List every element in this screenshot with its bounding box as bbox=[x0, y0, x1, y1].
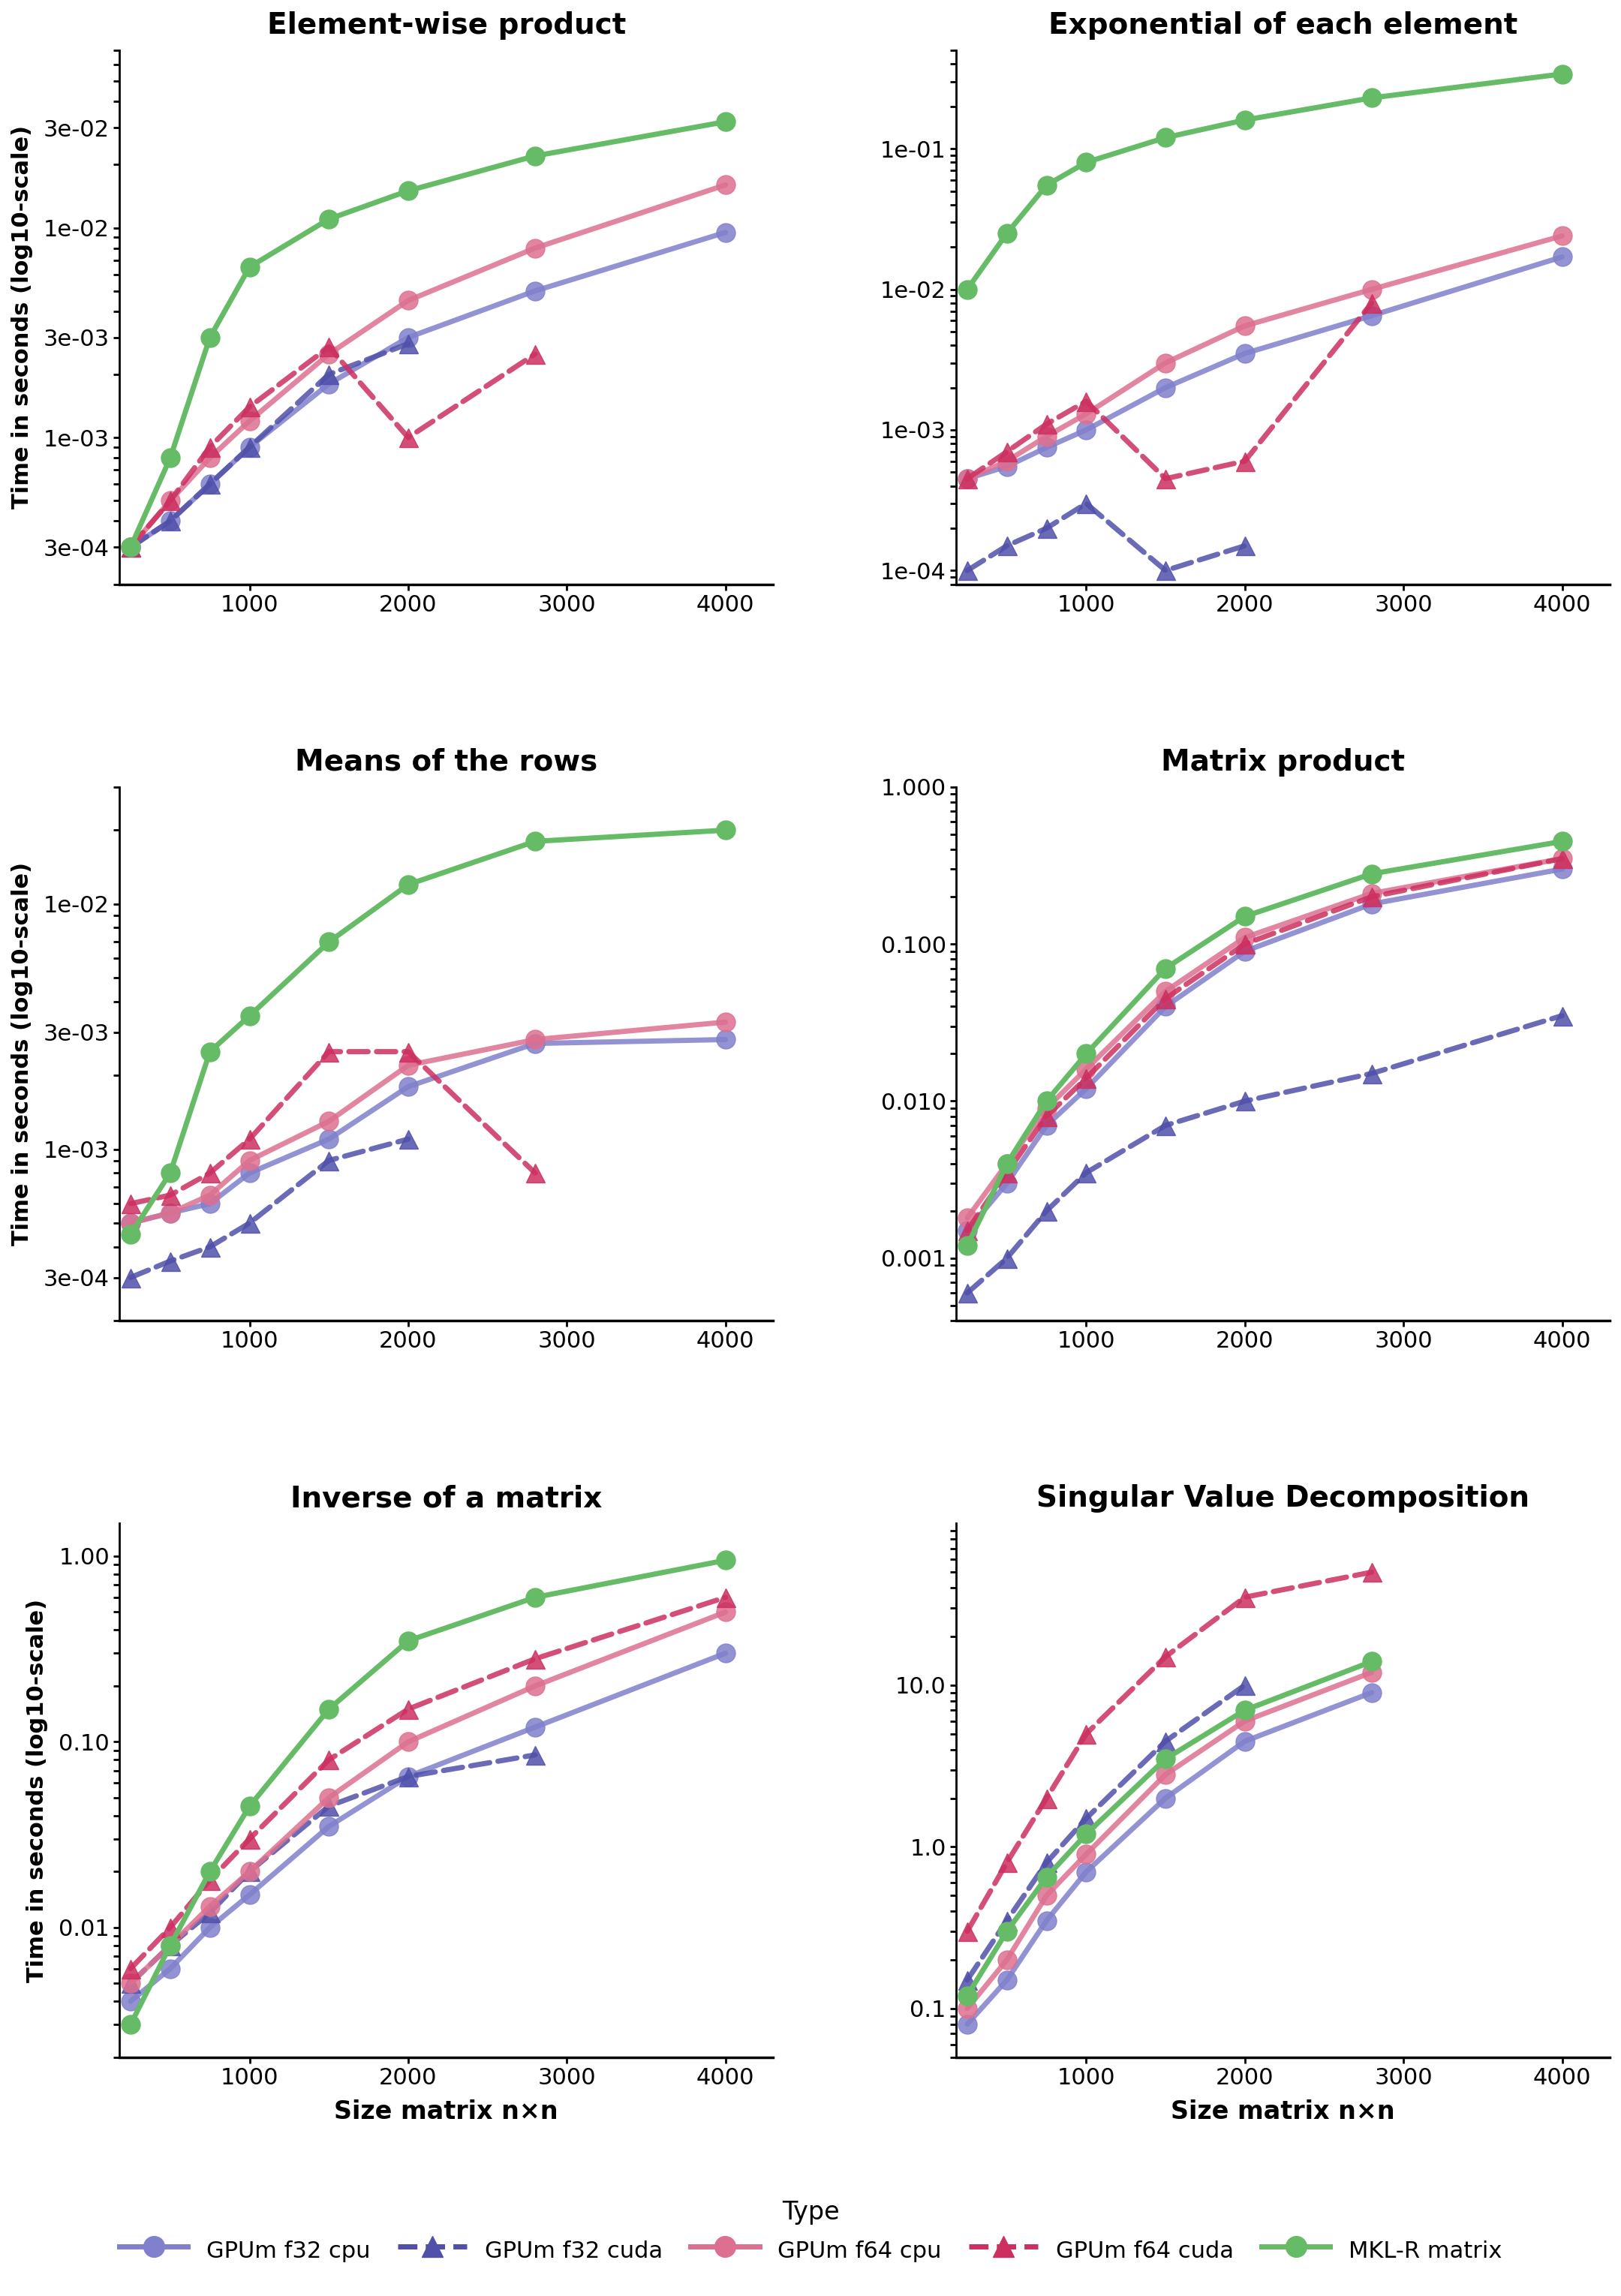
Y-axis label: Time in seconds (log10-scale): Time in seconds (log10-scale) bbox=[11, 126, 32, 510]
X-axis label: Size matrix n×n: Size matrix n×n bbox=[1170, 2099, 1396, 2124]
Title: Exponential of each element: Exponential of each element bbox=[1049, 11, 1517, 39]
Title: Singular Value Decomposition: Singular Value Decomposition bbox=[1036, 1483, 1530, 1513]
Title: Element-wise product: Element-wise product bbox=[267, 11, 626, 39]
Y-axis label: Time in seconds (log10-scale): Time in seconds (log10-scale) bbox=[26, 1598, 49, 1981]
X-axis label: Size matrix n×n: Size matrix n×n bbox=[334, 2099, 558, 2124]
Y-axis label: Time in seconds (log10-scale): Time in seconds (log10-scale) bbox=[11, 861, 32, 1244]
Legend: GPUm f32 cpu, GPUm f32 cuda, GPUm f64 cpu, GPUm f64 cuda, MKL-R matrix: GPUm f32 cpu, GPUm f32 cuda, GPUm f64 cp… bbox=[110, 2190, 1511, 2273]
Title: Matrix product: Matrix product bbox=[1161, 748, 1405, 776]
Title: Means of the rows: Means of the rows bbox=[295, 748, 598, 776]
Title: Inverse of a matrix: Inverse of a matrix bbox=[290, 1483, 601, 1513]
